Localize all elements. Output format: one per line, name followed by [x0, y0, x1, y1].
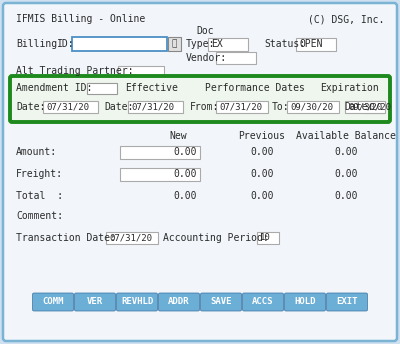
Text: 09/30/20: 09/30/20 — [348, 103, 391, 111]
Text: Expiration: Expiration — [320, 83, 379, 93]
Bar — [287, 101, 339, 113]
Text: OPEN: OPEN — [299, 39, 322, 49]
Text: Comment:: Comment: — [16, 211, 63, 221]
Text: Available Balance: Available Balance — [296, 131, 396, 141]
Text: Effective: Effective — [125, 83, 178, 93]
FancyBboxPatch shape — [74, 293, 116, 311]
Text: Performance Dates: Performance Dates — [205, 83, 305, 93]
Bar — [296, 37, 336, 51]
Text: Billing: Billing — [16, 39, 57, 49]
Bar — [118, 65, 164, 76]
FancyBboxPatch shape — [32, 293, 74, 311]
Bar — [72, 37, 167, 51]
Text: SAVE: SAVE — [210, 298, 232, 307]
Text: Amount:: Amount: — [16, 147, 57, 157]
Text: Alt Trading Partner:: Alt Trading Partner: — [16, 66, 134, 76]
Text: VER: VER — [87, 298, 103, 307]
Text: Doc: Doc — [196, 26, 214, 36]
Bar — [43, 101, 98, 113]
FancyBboxPatch shape — [200, 293, 242, 311]
FancyBboxPatch shape — [10, 76, 390, 122]
Bar — [120, 168, 200, 181]
Text: (C) DSG, Inc.: (C) DSG, Inc. — [308, 14, 384, 24]
Bar — [208, 37, 248, 51]
Text: 0.00: 0.00 — [174, 169, 197, 179]
Text: Accounting Period:: Accounting Period: — [163, 233, 269, 243]
Bar — [106, 232, 158, 244]
Text: Date:: Date: — [344, 102, 373, 112]
Text: ACCS: ACCS — [252, 298, 274, 307]
FancyBboxPatch shape — [284, 293, 326, 311]
Text: Type:: Type: — [186, 39, 215, 49]
Text: ADDR: ADDR — [168, 298, 190, 307]
FancyBboxPatch shape — [158, 293, 200, 311]
Bar — [345, 101, 385, 113]
Bar — [168, 37, 181, 51]
Text: REVHLD: REVHLD — [121, 298, 153, 307]
Text: Previous: Previous — [238, 131, 286, 141]
Bar — [87, 83, 117, 94]
Text: Transaction Date:: Transaction Date: — [16, 233, 116, 243]
Text: From:: From: — [190, 102, 219, 112]
Text: HOLD: HOLD — [294, 298, 316, 307]
Text: 07/31/20: 07/31/20 — [219, 103, 262, 111]
Text: 0.00: 0.00 — [334, 191, 358, 201]
Text: 0.00: 0.00 — [250, 147, 274, 157]
Text: 0.00: 0.00 — [334, 169, 358, 179]
Text: 09/30/20: 09/30/20 — [290, 103, 333, 111]
Text: 07/31/20: 07/31/20 — [109, 234, 152, 243]
FancyBboxPatch shape — [242, 293, 284, 311]
Text: EX: EX — [211, 39, 223, 49]
Text: 0.00: 0.00 — [174, 191, 197, 201]
FancyBboxPatch shape — [116, 293, 158, 311]
Bar — [216, 101, 268, 113]
Text: Total  :: Total : — [16, 191, 63, 201]
Text: IFMIS Billing - Online: IFMIS Billing - Online — [16, 14, 145, 24]
Text: Date:: Date: — [104, 102, 133, 112]
Text: COMM: COMM — [42, 298, 64, 307]
Bar — [128, 101, 183, 113]
Text: Status:: Status: — [264, 39, 305, 49]
Text: Date:: Date: — [16, 102, 45, 112]
Text: To:: To: — [272, 102, 290, 112]
Text: New: New — [169, 131, 187, 141]
Text: 0.00: 0.00 — [174, 147, 197, 157]
Bar — [364, 101, 384, 113]
Text: Amendment ID:: Amendment ID: — [16, 83, 92, 93]
Text: 07/31/20: 07/31/20 — [46, 103, 89, 111]
FancyBboxPatch shape — [326, 293, 368, 311]
Bar — [216, 52, 256, 64]
Bar — [120, 146, 200, 159]
Text: 10: 10 — [260, 234, 271, 243]
Text: ID:: ID: — [57, 39, 75, 49]
Text: Freight:: Freight: — [16, 169, 63, 179]
Text: Vendor:: Vendor: — [186, 53, 227, 63]
Text: EXIT: EXIT — [336, 298, 358, 307]
Text: /20: /20 — [367, 103, 383, 111]
Text: 0.00: 0.00 — [334, 147, 358, 157]
Text: 07/31/20: 07/31/20 — [131, 103, 174, 111]
Text: ⌕: ⌕ — [172, 40, 177, 49]
FancyBboxPatch shape — [3, 3, 397, 341]
Text: 0.00: 0.00 — [250, 169, 274, 179]
Text: 0.00: 0.00 — [250, 191, 274, 201]
Bar — [257, 232, 279, 244]
